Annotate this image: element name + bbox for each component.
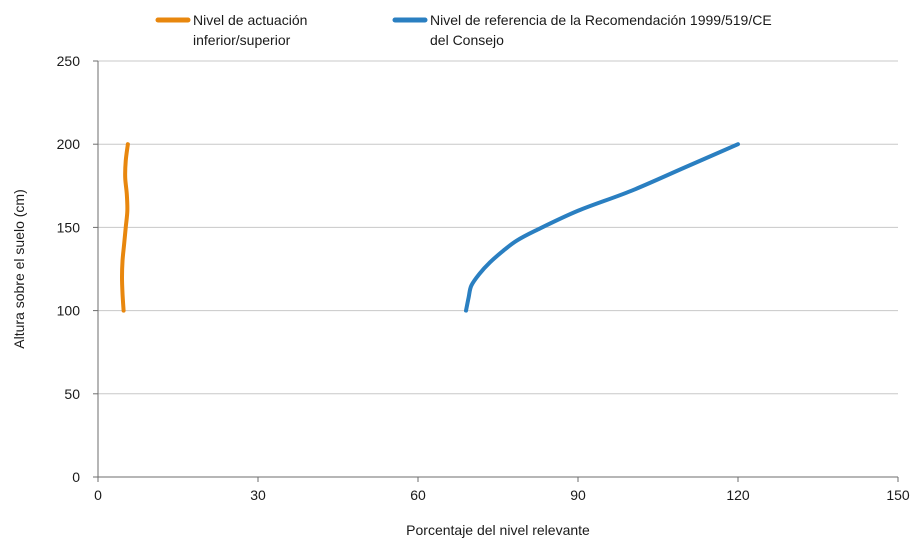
axes: 0 50 100 150 200 250 0 30 60 90 120 150 <box>57 53 910 503</box>
x-tick-label: 60 <box>410 487 426 503</box>
y-axis-title: Altura sobre el suelo (cm) <box>11 189 27 349</box>
series-lines <box>120 142 740 313</box>
x-tick-label: 30 <box>250 487 266 503</box>
y-tick-label: 50 <box>64 386 80 402</box>
y-tick-label: 200 <box>57 136 81 152</box>
series-line-2 <box>464 142 740 313</box>
y-tick-label: 250 <box>57 53 81 69</box>
gridlines <box>98 60 898 395</box>
x-tick-label: 0 <box>94 487 102 503</box>
x-axis-title: Porcentaje del nivel relevante <box>406 522 590 538</box>
y-tick-label: 150 <box>57 219 81 235</box>
y-tick-label: 100 <box>57 303 81 319</box>
legend-label-2: del Consejo <box>430 32 504 48</box>
x-tick-label: 150 <box>886 487 910 503</box>
x-tick-label: 120 <box>726 487 750 503</box>
legend-label-1: Nivel de actuación <box>193 12 307 28</box>
legend: Nivel de actuación inferior/superior Nivel… <box>155 12 772 48</box>
series-line-1 <box>120 142 130 313</box>
legend-label-2: Nivel de referencia de la Recomendación … <box>430 12 772 28</box>
x-tick-label: 90 <box>570 487 586 503</box>
y-tick-label: 0 <box>72 469 80 485</box>
legend-label-1: inferior/superior <box>193 32 291 48</box>
